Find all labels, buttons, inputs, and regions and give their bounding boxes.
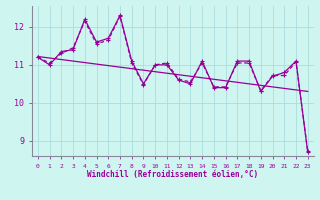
X-axis label: Windchill (Refroidissement éolien,°C): Windchill (Refroidissement éolien,°C)	[87, 170, 258, 179]
